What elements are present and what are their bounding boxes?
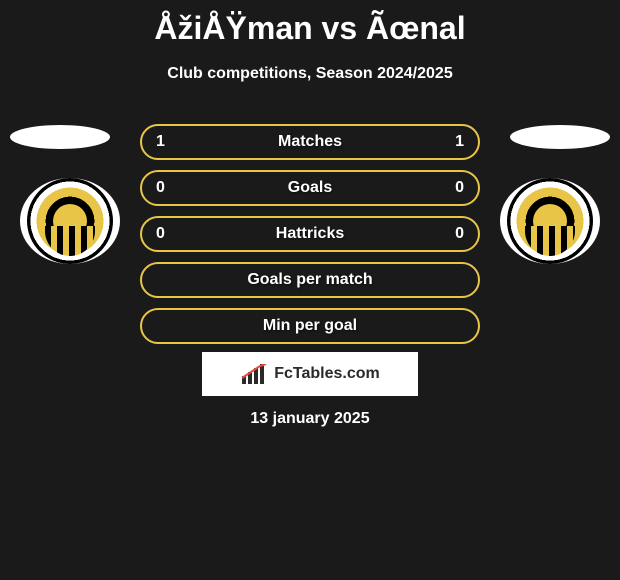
stat-label: Goals per match xyxy=(156,271,464,289)
player-avatar-right xyxy=(510,125,610,149)
stat-label: Min per goal xyxy=(156,317,464,335)
stat-right-value: 0 xyxy=(434,179,464,197)
club-badge-right xyxy=(500,178,600,264)
player-avatar-left xyxy=(10,125,110,149)
badge-inner-right xyxy=(507,178,593,264)
badge-stripes-left xyxy=(45,226,95,256)
stat-row-hattricks: 0 Hattricks 0 xyxy=(140,216,480,252)
badge-inner-left xyxy=(27,178,113,264)
stat-right-value: 1 xyxy=(434,133,464,151)
club-badge-left xyxy=(20,178,120,264)
stat-right-value: 0 xyxy=(434,225,464,243)
attribution-box: FcTables.com xyxy=(202,352,418,396)
chart-icon xyxy=(240,364,270,384)
stat-row-min-per-goal: Min per goal xyxy=(140,308,480,344)
stat-row-goals-per-match: Goals per match xyxy=(140,262,480,298)
stats-container: 1 Matches 1 0 Goals 0 0 Hattricks 0 Goal… xyxy=(140,124,480,354)
stat-label: Matches xyxy=(278,133,342,151)
stat-left-value: 1 xyxy=(156,133,186,151)
badge-stripes-right xyxy=(525,226,575,256)
stat-left-value: 0 xyxy=(156,225,186,243)
stat-label: Goals xyxy=(288,179,332,197)
page-subtitle: Club competitions, Season 2024/2025 xyxy=(0,65,620,83)
stat-left-value: 0 xyxy=(156,179,186,197)
stat-row-goals: 0 Goals 0 xyxy=(140,170,480,206)
stat-label: Hattricks xyxy=(276,225,344,243)
stat-row-matches: 1 Matches 1 xyxy=(140,124,480,160)
page-title: ÅžiÅŸman vs Ãœnal xyxy=(0,0,620,47)
date-text: 13 january 2025 xyxy=(250,410,369,428)
attribution-text: FcTables.com xyxy=(274,365,380,383)
